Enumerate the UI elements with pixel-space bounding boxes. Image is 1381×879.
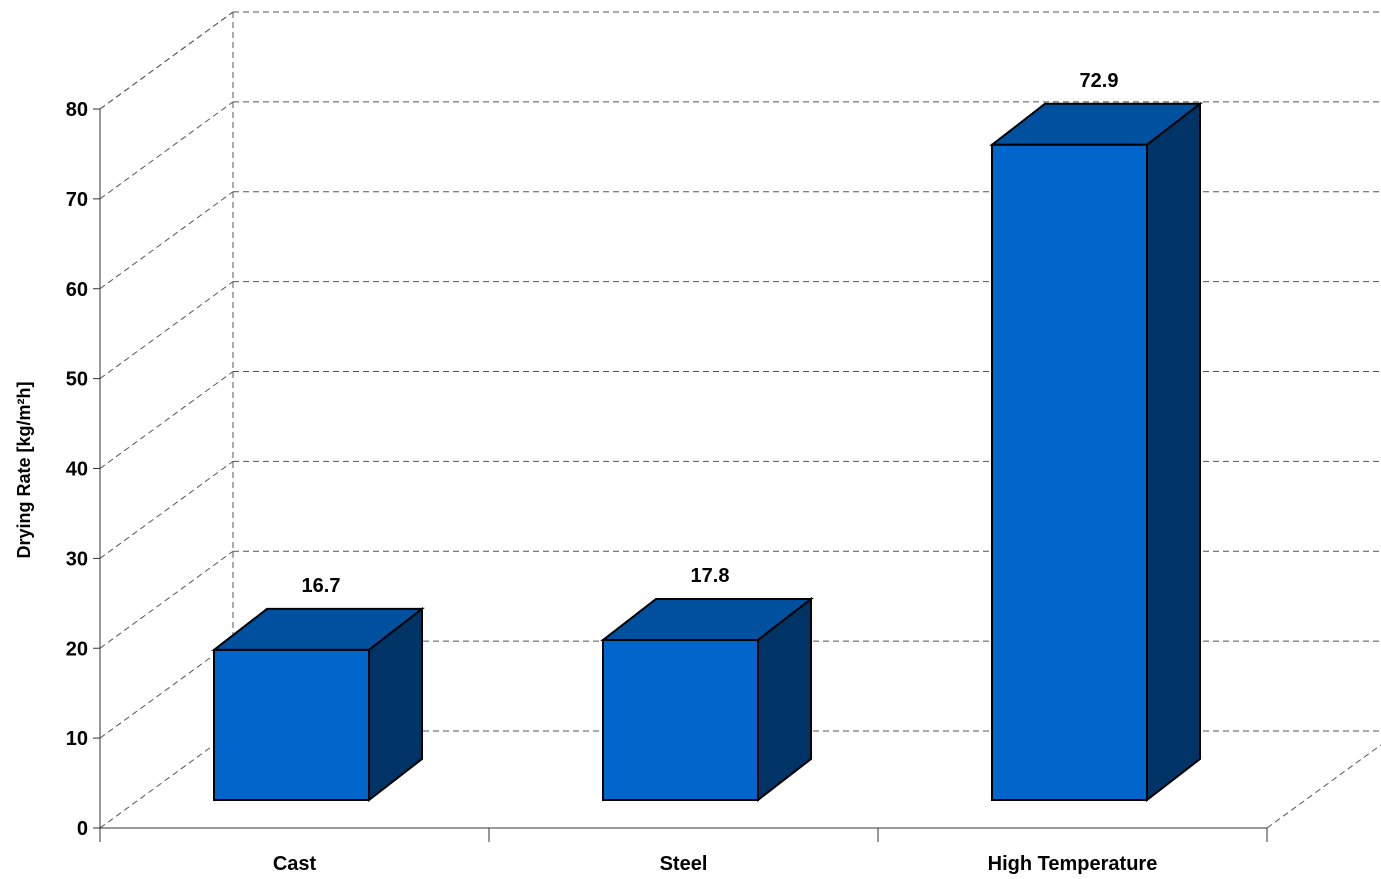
data-label: 16.7 <box>302 575 341 597</box>
x-tick-label: High Temperature <box>988 853 1158 875</box>
bar-front-face <box>213 648 370 801</box>
axes <box>93 108 1268 842</box>
y-tick-label: 0 <box>77 818 88 840</box>
bar-front-face <box>991 143 1148 801</box>
data-labels: 16.7 17.8 72.9 <box>302 70 1119 597</box>
gridline-diagonal <box>99 281 234 380</box>
data-label: 17.8 <box>691 565 730 587</box>
floor-right-edge <box>1266 744 1381 829</box>
bar <box>989 101 1203 803</box>
y-tick-label: 10 <box>66 728 88 750</box>
gridline-diagonal <box>99 371 234 469</box>
y-tick-label: 20 <box>66 638 88 660</box>
y-tick-label: 50 <box>66 369 88 391</box>
y-tick-label: 80 <box>66 99 88 121</box>
bar-front-face <box>602 639 759 802</box>
y-tick-label: 60 <box>66 279 88 301</box>
gridline-diagonal <box>99 101 234 200</box>
gridline-diagonal <box>99 191 234 290</box>
gridline-diagonal <box>99 730 234 829</box>
y-axis-label: Drying Rate [kg/m²h] <box>14 381 34 558</box>
x-tick-label: Steel <box>660 853 708 875</box>
y-tick-label: 30 <box>66 548 88 570</box>
data-label: 72.9 <box>1080 70 1119 92</box>
x-tick-labels: Cast Steel High Temperature <box>273 853 1158 875</box>
gridline-diagonal <box>99 11 234 110</box>
y-tick-labels: 0 10 20 30 40 50 60 70 80 <box>66 99 88 840</box>
gridline-diagonal <box>99 460 234 559</box>
bar <box>211 606 425 803</box>
bars <box>211 101 1203 803</box>
y-tick-label: 40 <box>66 459 88 481</box>
x-tick-label: Cast <box>273 853 317 875</box>
bar <box>600 596 814 803</box>
gridline-diagonal <box>99 640 234 739</box>
gridline-diagonal <box>99 550 234 649</box>
y-tick-label: 70 <box>66 189 88 211</box>
bar-side-face <box>1146 101 1201 803</box>
